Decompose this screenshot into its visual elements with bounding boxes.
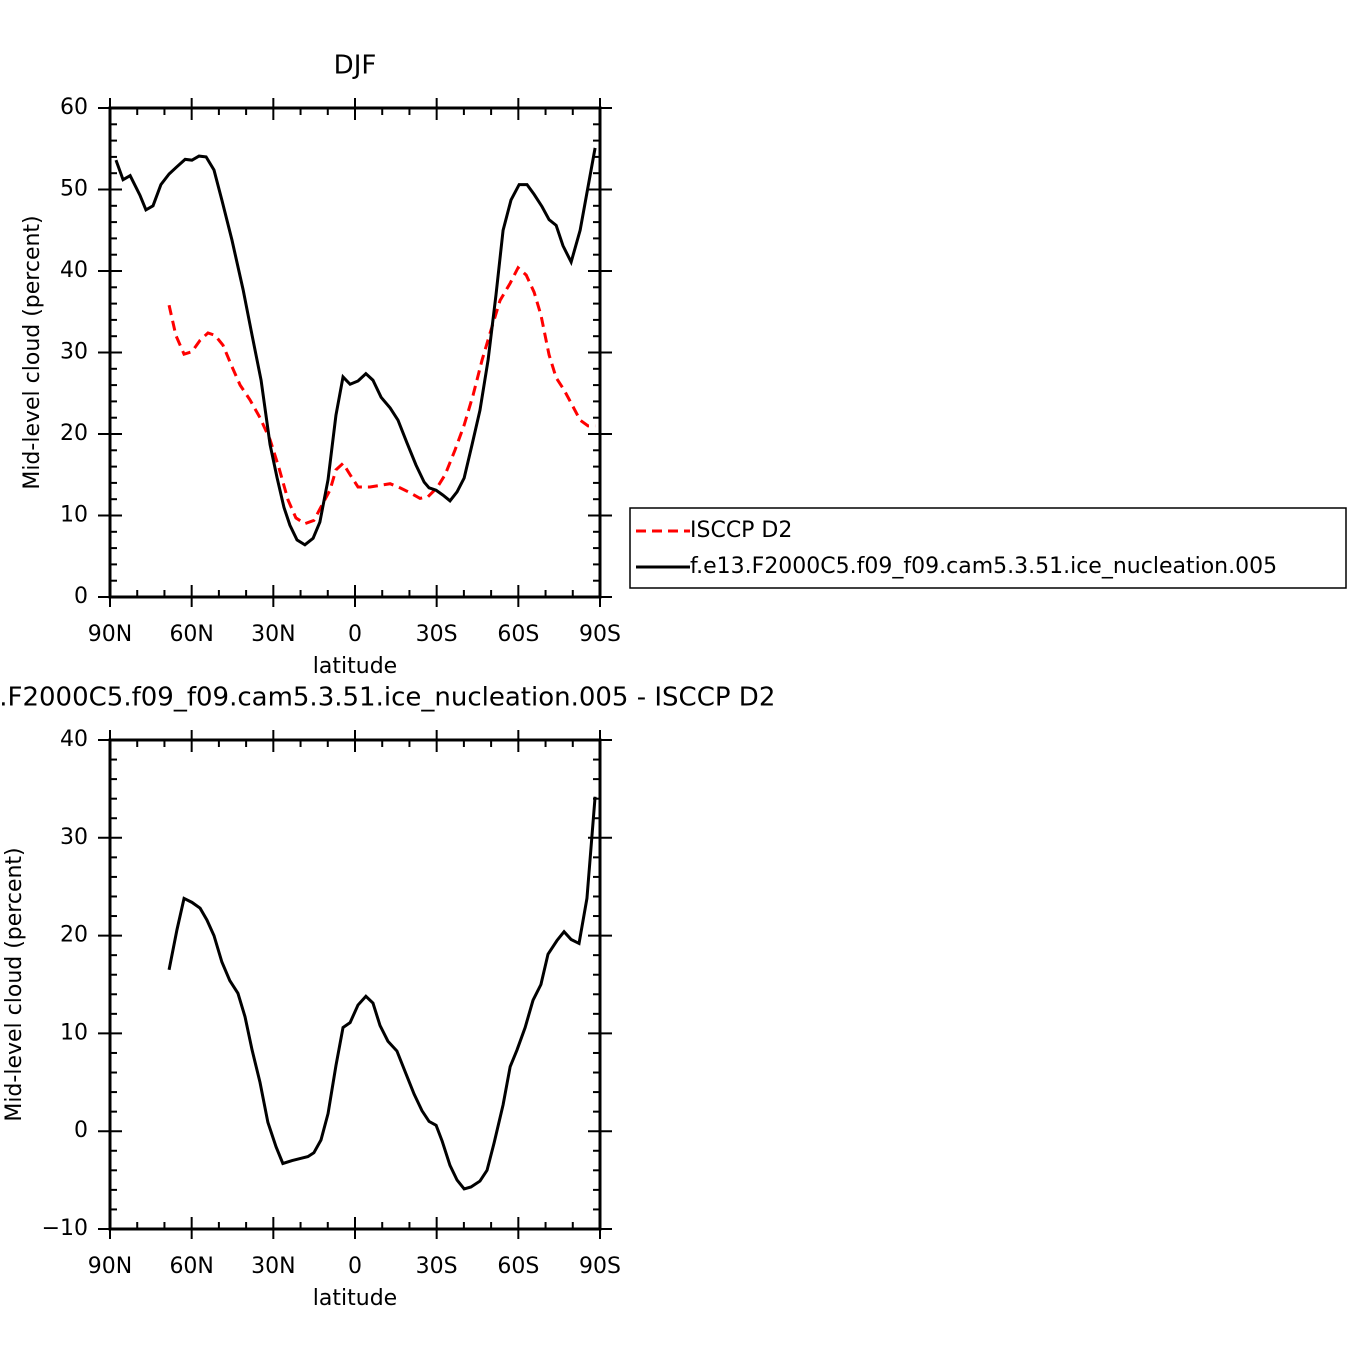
x-tick-label: 30N (251, 1254, 295, 1279)
data-line (167, 796, 597, 1191)
y-tick-label: 0 (74, 584, 88, 609)
x-tick-label: 60N (169, 1254, 213, 1279)
x-tick-label: 90N (88, 1254, 132, 1279)
chart-title: DJF (334, 51, 377, 81)
legend-box (629, 507, 1347, 589)
x-axis-label: latitude (313, 654, 397, 679)
y-tick-label: 40 (60, 727, 88, 752)
y-axis-label: Mid-level cloud (percent) (2, 847, 27, 1121)
y-tick-label: 50 (60, 177, 88, 202)
x-tick-label: 60N (169, 622, 213, 647)
x-tick-label: 0 (348, 1254, 362, 1279)
legend-label: f.e13.F2000C5.f09_f09.cam5.3.51.ice_nucl… (690, 554, 1277, 579)
y-axis-label: Mid-level cloud (percent) (20, 215, 45, 489)
x-tick-label: 90S (579, 622, 621, 647)
data-line (114, 147, 597, 547)
chart-title: f.e13.F2000C5.f09_f09.cam5.3.51.ice_nucl… (0, 683, 775, 713)
x-tick-label: 60S (497, 622, 539, 647)
data-line (167, 265, 596, 526)
y-tick-label: 10 (60, 1020, 88, 1045)
y-tick-label: 40 (60, 258, 88, 283)
y-tick-label: 0 (74, 1118, 88, 1143)
y-tick-label: 30 (60, 340, 88, 365)
y-tick-label: 30 (60, 825, 88, 850)
x-tick-label: 90N (88, 622, 132, 647)
x-tick-label: 60S (497, 1254, 539, 1279)
legend-label: ISCCP D2 (690, 518, 792, 543)
plot-frame (108, 106, 602, 599)
y-tick-label: 20 (60, 923, 88, 948)
x-axis-label: latitude (313, 1286, 397, 1311)
plot-frame (108, 738, 602, 1231)
y-tick-label: −10 (42, 1216, 88, 1241)
x-tick-label: 0 (348, 622, 362, 647)
x-tick-label: 90S (579, 1254, 621, 1279)
x-tick-label: 30S (416, 622, 458, 647)
y-tick-label: 10 (60, 503, 88, 528)
x-tick-label: 30S (416, 1254, 458, 1279)
y-tick-label: 60 (60, 95, 88, 120)
y-tick-label: 20 (60, 421, 88, 446)
x-tick-label: 30N (251, 622, 295, 647)
